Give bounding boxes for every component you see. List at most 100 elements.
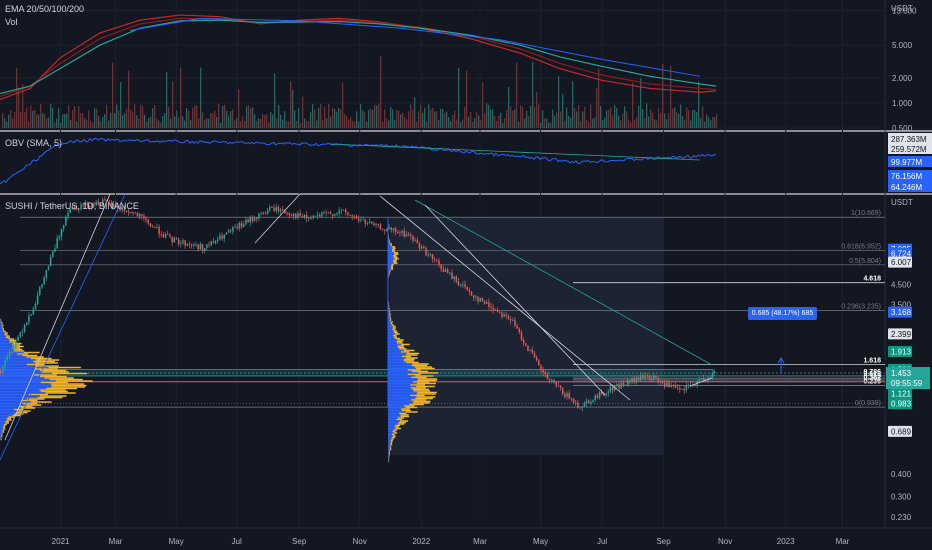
volume-profile-left	[0, 384, 52, 387]
volume-profile-mid	[392, 435, 396, 437]
volume-bar	[178, 117, 180, 128]
volume-profile-mid	[388, 415, 401, 418]
volume-bar	[636, 116, 638, 128]
volume-profile-left	[0, 416, 9, 418]
volume-bar	[274, 73, 276, 128]
volume-bar	[538, 104, 540, 128]
volume-bar	[352, 120, 354, 128]
candle-body	[349, 214, 351, 216]
obv-indicator-label[interactable]: OBV (SMA, 5)	[5, 138, 63, 148]
ema-currency-label: USDT	[891, 4, 913, 13]
volume-profile-left	[2, 327, 4, 330]
volume-bar	[42, 113, 44, 128]
candle-body	[433, 259, 436, 260]
obv-tick-label: 259.572M	[891, 145, 927, 154]
candle-body	[381, 229, 384, 231]
candle-body	[555, 382, 557, 386]
volume-profile-mid	[388, 260, 394, 263]
volume-profile-mid	[388, 343, 402, 346]
candle-body	[182, 240, 184, 244]
volume-profile-mid	[389, 453, 391, 455]
candle-body	[446, 269, 449, 273]
candle-body	[2, 366, 4, 373]
volume-profile-mid	[392, 328, 396, 331]
volume-bar	[158, 120, 160, 128]
volume-bar	[550, 122, 552, 128]
volume-profile-mid	[395, 333, 400, 335]
vol-indicator-label[interactable]: Vol	[5, 17, 18, 27]
volume-profile-left	[0, 347, 13, 349]
candle-body	[544, 372, 547, 375]
volume-profile-mid	[389, 445, 391, 448]
volume-bar	[290, 81, 292, 128]
volume-bar	[308, 121, 310, 128]
volume-profile-mid	[388, 375, 416, 377]
volume-profile-left	[0, 414, 13, 417]
volume-profile-mid	[388, 399, 411, 401]
volume-bar	[2, 113, 4, 128]
volume-bar	[246, 106, 248, 128]
candle-body	[470, 291, 473, 296]
volume-profile-mid	[388, 418, 397, 421]
volume-profile-left	[6, 417, 12, 420]
candle-body	[698, 379, 701, 381]
ema-indicator-label[interactable]: EMA 20/50/100/200	[5, 4, 85, 14]
volume-profile-mid	[393, 331, 398, 334]
volume-bar	[706, 114, 708, 128]
price-tag-label: 1.121	[891, 389, 912, 398]
measure-label[interactable]: 0.685 (48.17%) 685	[748, 307, 817, 320]
ema-pane[interactable]: 13.000 5.000 2.000 1.000 0.500	[0, 7, 917, 133]
volume-profile-mid	[397, 423, 405, 425]
main-price-pane[interactable]: 1(10.669) 0.618(6.952) 0.5(5.804) 0.236(3.2…	[0, 193, 885, 463]
candle-body	[82, 204, 84, 206]
price-tag-label: 6.007	[891, 258, 912, 267]
volume-bar	[596, 88, 598, 128]
volume-bar	[116, 104, 118, 128]
obv-tag-bg	[888, 143, 932, 154]
volume-profile-mid	[392, 430, 396, 433]
volume-profile-mid	[390, 439, 393, 442]
countdown-label: 09:55:59	[891, 379, 923, 388]
current-price-tag	[886, 367, 930, 390]
volume-bar	[354, 121, 356, 128]
candle-body	[596, 395, 599, 398]
volume-bar	[46, 118, 48, 128]
volume-profile-mid	[401, 343, 410, 346]
candle-body	[679, 387, 681, 390]
candle-body	[73, 206, 76, 208]
candle-body	[269, 207, 271, 211]
volume-bar	[620, 120, 622, 128]
volume-bar	[626, 111, 628, 128]
candle-body	[483, 301, 486, 304]
volume-bar	[534, 106, 536, 128]
candle-body	[329, 212, 332, 215]
candle-body	[84, 202, 87, 206]
volume-bar	[694, 109, 696, 128]
candle-body	[674, 385, 677, 388]
volume-profile-mid	[388, 319, 390, 322]
symbol-title[interactable]: SUSHI / TetherUS, 1D, BINANCE	[5, 201, 139, 211]
volume-profile-mid	[401, 355, 411, 358]
candle-body	[54, 248, 56, 252]
volume-profile-mid	[388, 352, 407, 355]
candle-body	[525, 343, 527, 346]
volume-profile-left	[0, 333, 5, 336]
time-tick-label: Jul	[597, 537, 607, 546]
volume-profile-mid	[393, 254, 397, 257]
volume-profile-mid	[388, 397, 415, 400]
volume-profile-left	[2, 324, 4, 327]
candle-body	[635, 377, 638, 383]
volume-profile-mid	[388, 372, 419, 374]
time-axis[interactable]: 2021 Mar May Jul Sep Nov 2022 Mar May Jul Sep Nov 20…	[52, 537, 850, 546]
volume-profile-left	[0, 383, 51, 385]
candle-body	[368, 221, 371, 224]
volume-bar	[176, 110, 178, 128]
volume-bar	[492, 109, 494, 128]
volume-profile-mid	[388, 346, 398, 349]
candle-body	[219, 235, 221, 240]
trendline	[414, 199, 713, 366]
volume-profile-left	[40, 381, 68, 384]
